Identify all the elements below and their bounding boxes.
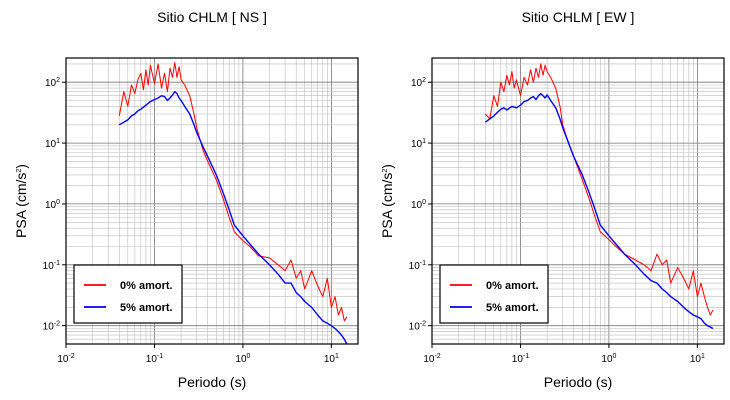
plot-frame: [65, 57, 359, 345]
y-axis-label: PSA (cm/s2): [13, 164, 29, 238]
y-tick-label: 101: [45, 138, 60, 150]
x-tick-label: 10-2: [57, 353, 74, 365]
legend-box: [73, 264, 183, 324]
x-tick-label: 10-2: [423, 353, 440, 365]
legend-label-1: 5% amort.: [120, 302, 173, 314]
y-tick-label: 102: [45, 77, 60, 89]
grid: [431, 58, 725, 345]
chart-panel-1: 10-2 10-1 100 101 10-2 10-1 100 101 102 Sitio CHL…: [379, 9, 725, 390]
x-axis-label: Periodo (s): [178, 374, 246, 390]
series-line-1: [118, 90, 348, 345]
grid: [65, 58, 359, 345]
x-tick-label: 100: [601, 353, 616, 365]
legend: 0% amort. 5% amort.: [439, 264, 549, 324]
plot-frame: [431, 57, 725, 345]
x-tick-label: 101: [324, 353, 339, 365]
y-tick-label: 10-2: [43, 321, 60, 333]
x-tick-label: 10-1: [512, 353, 529, 365]
y-tick-label: 10-2: [409, 321, 426, 333]
x-tick-label: 10-1: [146, 353, 163, 365]
legend-label-0: 0% amort.: [120, 280, 173, 292]
legend: 0% amort. 5% amort.: [73, 264, 183, 324]
chart-title: Sitio CHLM [ EW ]: [522, 9, 635, 25]
y-tick-label: 102: [411, 77, 426, 89]
y-tick-label: 10-1: [43, 260, 60, 272]
series-line-1: [484, 92, 714, 330]
legend-label-0: 0% amort.: [486, 280, 539, 292]
x-axis-label: Periodo (s): [544, 374, 612, 390]
y-tick-label: 100: [45, 199, 60, 211]
y-axis-label: PSA (cm/s2): [379, 164, 395, 238]
x-tick-label: 101: [690, 353, 705, 365]
x-tick-label: 100: [235, 353, 250, 365]
legend-label-1: 5% amort.: [486, 302, 539, 314]
chart-title: Sitio CHLM [ NS ]: [157, 9, 267, 25]
y-tick-label: 101: [411, 138, 426, 150]
y-tick-label: 100: [411, 199, 426, 211]
y-tick-label: 10-1: [409, 260, 426, 272]
chart-panel-0: 10-2 10-1 100 101 10-2 10-1 100 101 102 Sitio CHL…: [13, 9, 359, 390]
legend-box: [439, 264, 549, 324]
